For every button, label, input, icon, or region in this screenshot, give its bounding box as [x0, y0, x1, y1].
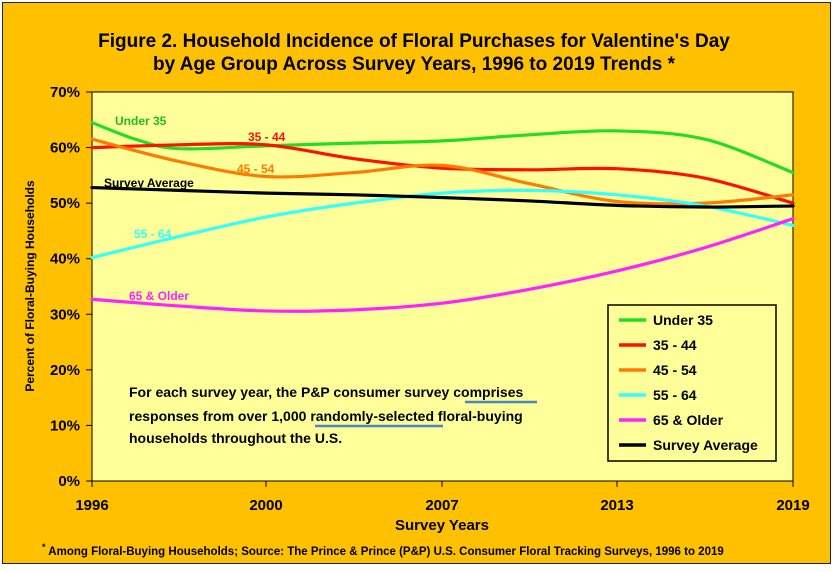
series-line-4 — [90, 217, 795, 313]
legend-label-1: 35 - 44 — [653, 337, 697, 353]
note-line2-c: floral-buying — [434, 408, 523, 424]
legend: Under 35 35 - 44 45 - 54 55 - 64 65 & Older S… — [607, 304, 777, 462]
series-line-2 — [90, 137, 795, 206]
note-line3: households throughout the U.S. — [129, 430, 342, 446]
footnote-star: * — [42, 542, 46, 552]
svg-text:For each survey year, the P&P: For each survey year, the P&P consumer s… — [129, 384, 523, 400]
legend-label-2: 45 - 54 — [653, 362, 697, 378]
note-line1-b: comprises — [453, 384, 523, 400]
footnote-text: Among Floral-Buying Households; Source: … — [46, 546, 724, 558]
y-tick-label: 0% — [58, 473, 80, 490]
y-tick-label: 40% — [50, 251, 80, 268]
y-axis-ticks: 0% 10% 20% 30% 40% 50% 60% 70% — [50, 84, 92, 490]
legend-label-4: 65 & Older — [653, 412, 724, 428]
series-line-5 — [90, 185, 795, 209]
footnote: * Among Floral-Buying Households; Source… — [42, 542, 724, 558]
x-tick-label: 1996 — [75, 497, 108, 514]
y-tick-label: 70% — [50, 84, 80, 101]
legend-label-0: Under 35 — [653, 312, 713, 328]
chart-title-line1: Figure 2. Household Incidence of Floral … — [98, 31, 730, 52]
series-labels: Under 35 35 - 44 45 - 54 55 - 64 65 & Older S… — [104, 114, 286, 303]
svg-text:responses from over 1,000 rand: responses from over 1,000 randomly-selec… — [129, 408, 523, 424]
series-label-2: 45 - 54 — [237, 162, 275, 176]
note-line1-a: For each survey year, the P&P consumer s… — [129, 384, 453, 400]
series-lines — [90, 120, 795, 313]
note-line2-b: randomly-selected — [310, 408, 434, 424]
y-axis-title: Percent of Floral-Buying Households — [23, 180, 37, 392]
series-label-4: 65 & Older — [129, 289, 189, 303]
note-line2-a: responses from over 1,000 — [129, 408, 310, 424]
series-line-0 — [90, 120, 795, 175]
x-axis-title: Survey Years — [395, 517, 489, 534]
series-label-5: Survey Average — [104, 176, 194, 190]
chart-title-line2: by Age Group Across Survey Years, 1996 t… — [153, 54, 676, 75]
y-tick-label: 60% — [50, 140, 80, 157]
legend-label-5: Survey Average — [653, 437, 758, 453]
y-tick-label: 20% — [50, 362, 80, 379]
series-label-0: Under 35 — [115, 114, 167, 128]
x-tick-label: 2000 — [249, 497, 282, 514]
series-line-3 — [90, 188, 795, 260]
y-tick-label: 50% — [50, 195, 80, 212]
legend-box — [607, 304, 777, 462]
series-label-3: 55 - 64 — [134, 227, 172, 241]
y-tick-label: 10% — [50, 417, 80, 434]
legend-label-3: 55 - 64 — [653, 387, 697, 403]
y-tick-label: 30% — [50, 306, 80, 323]
x-axis-ticks: 1996 2000 2007 2013 2019 — [75, 481, 810, 514]
x-tick-label: 2007 — [425, 497, 458, 514]
series-label-1: 35 - 44 — [248, 130, 286, 144]
survey-note: For each survey year, the P&P consumer s… — [129, 384, 537, 446]
series-line-1 — [90, 142, 795, 205]
x-tick-label: 2019 — [776, 497, 809, 514]
x-tick-label: 2013 — [600, 497, 633, 514]
